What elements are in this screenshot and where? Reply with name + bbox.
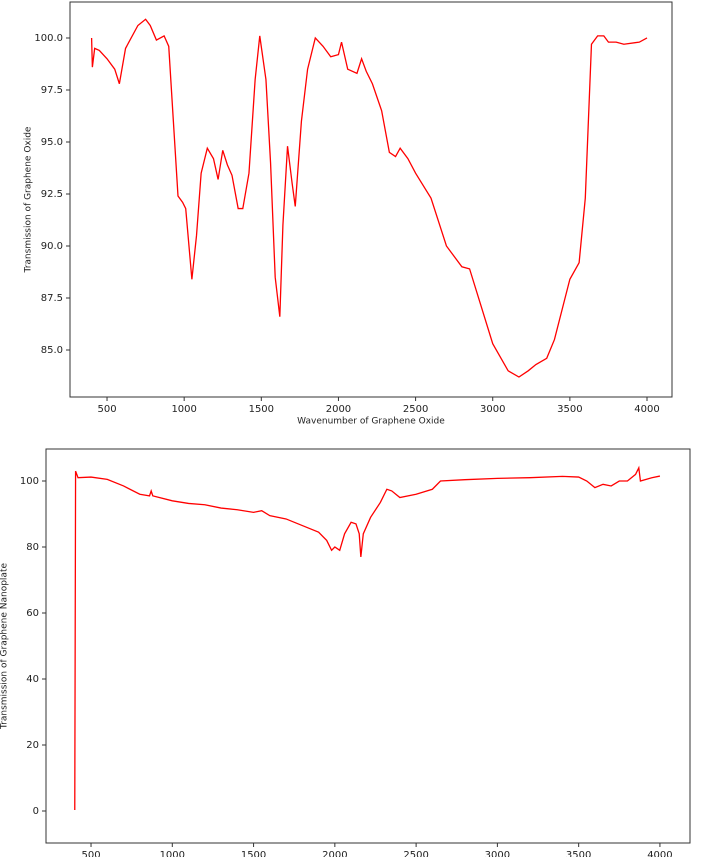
y-axis-label: Transmission of Graphene Nanoplate <box>0 563 10 730</box>
x-tick-label: 3000 <box>480 404 505 415</box>
y-tick-label: 97.5 <box>41 85 63 96</box>
x-tick-label: 3500 <box>557 404 582 415</box>
y-tick-label: 100.0 <box>34 33 63 44</box>
x-tick-label: 3500 <box>566 850 591 857</box>
x-tick-label: 2000 <box>326 404 351 415</box>
y-tick-label: 90.0 <box>41 241 63 252</box>
y-tick-label: 80 <box>26 542 39 553</box>
x-tick-label: 2500 <box>403 850 428 857</box>
x-axis-label: Wavenumber of Graphene Oxide <box>297 417 445 427</box>
data-line <box>90 18 648 378</box>
x-tick-label: 4000 <box>634 404 659 415</box>
y-tick-label: 92.5 <box>41 189 63 200</box>
y-tick-label: 20 <box>26 740 39 751</box>
y-tick-label: 85.0 <box>41 345 63 356</box>
y-tick-label: 100 <box>20 476 39 487</box>
y-tick-label: 0 <box>33 806 39 817</box>
plot-frame <box>45 448 691 844</box>
x-tick-label: 1000 <box>160 850 185 857</box>
x-tick-label: 2000 <box>322 850 347 857</box>
x-tick-label: 3000 <box>485 850 510 857</box>
plot-frame <box>69 1 673 398</box>
y-tick-label: 40 <box>26 674 39 685</box>
x-tick-label: 500 <box>97 404 116 415</box>
x-tick-label: 2500 <box>403 404 428 415</box>
x-tick-label: 1500 <box>249 404 274 415</box>
y-tick-label: 95.0 <box>41 137 63 148</box>
x-tick-label: 1000 <box>171 404 196 415</box>
y-tick-label: 60 <box>26 608 39 619</box>
x-tick-label: 4000 <box>647 850 672 857</box>
x-tick-label: 1500 <box>241 850 266 857</box>
data-line <box>74 465 661 811</box>
y-axis-label: Transmission of Graphene Oxide <box>24 126 34 273</box>
y-tick-label: 87.5 <box>41 293 63 304</box>
x-tick-label: 500 <box>81 850 100 857</box>
